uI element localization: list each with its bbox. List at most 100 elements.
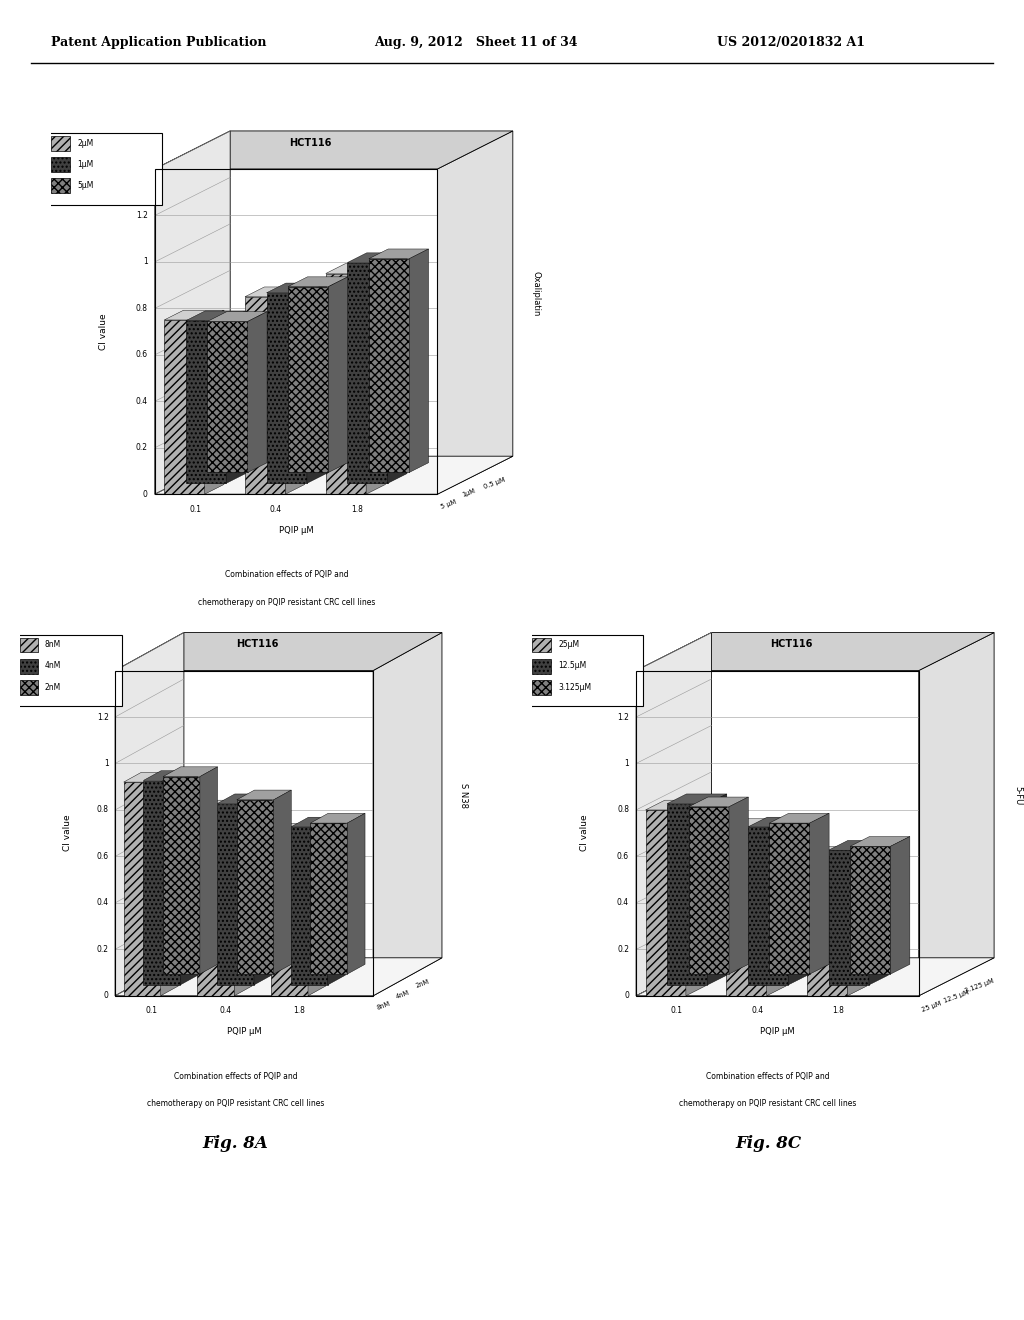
Text: 12.5μM: 12.5μM (558, 661, 587, 671)
Bar (51, 157, 70, 172)
Polygon shape (217, 793, 271, 804)
Polygon shape (410, 249, 429, 473)
Text: 0.6: 0.6 (616, 851, 629, 861)
Polygon shape (271, 824, 326, 833)
Polygon shape (124, 772, 178, 781)
Text: 1μM: 1μM (77, 160, 93, 169)
Polygon shape (437, 131, 513, 494)
Text: 1.8: 1.8 (294, 1006, 305, 1015)
FancyBboxPatch shape (44, 133, 162, 205)
Polygon shape (810, 813, 829, 974)
Polygon shape (161, 772, 178, 995)
Polygon shape (369, 259, 410, 473)
Text: 2nM: 2nM (44, 682, 60, 692)
Polygon shape (115, 632, 442, 671)
Polygon shape (807, 857, 848, 995)
Polygon shape (310, 813, 365, 824)
Text: chemotherapy on PQIP resistant CRC cell lines: chemotherapy on PQIP resistant CRC cell … (198, 598, 376, 607)
Polygon shape (164, 310, 224, 319)
Bar (532, 638, 551, 652)
Text: 12.5 μM: 12.5 μM (943, 989, 970, 1005)
Polygon shape (245, 297, 286, 494)
Text: chemotherapy on PQIP resistant CRC cell lines: chemotherapy on PQIP resistant CRC cell … (679, 1100, 857, 1109)
Text: chemotherapy on PQIP resistant CRC cell lines: chemotherapy on PQIP resistant CRC cell … (146, 1100, 325, 1109)
Polygon shape (307, 282, 327, 483)
Text: 0.4: 0.4 (752, 1006, 763, 1015)
Polygon shape (919, 632, 994, 995)
Polygon shape (850, 837, 910, 846)
Text: PQIP μM: PQIP μM (279, 525, 313, 535)
Text: Patent Application Publication: Patent Application Publication (51, 36, 266, 49)
Text: 1.2: 1.2 (136, 211, 147, 220)
Polygon shape (271, 833, 308, 995)
Text: Aug. 9, 2012   Sheet 11 of 34: Aug. 9, 2012 Sheet 11 of 34 (374, 36, 578, 49)
Polygon shape (207, 312, 267, 322)
Polygon shape (200, 767, 217, 974)
Text: 1.4: 1.4 (96, 667, 109, 675)
Polygon shape (688, 797, 749, 807)
Text: HCT116: HCT116 (236, 639, 279, 649)
Text: 1: 1 (625, 759, 629, 768)
Text: 8nM: 8nM (376, 1001, 390, 1011)
Polygon shape (828, 841, 888, 850)
Text: 0.4: 0.4 (96, 899, 109, 907)
Text: Combination effects of PQIP and: Combination effects of PQIP and (174, 1072, 297, 1081)
Text: 1.8: 1.8 (351, 504, 362, 513)
Text: PQIP μM: PQIP μM (226, 1027, 261, 1036)
Polygon shape (769, 824, 810, 974)
Polygon shape (636, 632, 994, 671)
Polygon shape (237, 791, 291, 800)
Polygon shape (163, 767, 217, 776)
Text: HCT116: HCT116 (289, 137, 332, 148)
Text: 0.2: 0.2 (617, 945, 629, 954)
Text: 0.6: 0.6 (135, 350, 147, 359)
Text: 4nM: 4nM (44, 661, 60, 671)
Polygon shape (788, 817, 808, 985)
Polygon shape (198, 800, 252, 810)
Text: CI value: CI value (98, 313, 108, 350)
Polygon shape (636, 632, 712, 995)
Polygon shape (326, 264, 385, 273)
Polygon shape (248, 312, 267, 473)
Polygon shape (291, 817, 345, 826)
Polygon shape (748, 817, 808, 826)
Polygon shape (115, 958, 442, 995)
Polygon shape (367, 264, 385, 494)
Polygon shape (667, 793, 727, 804)
Text: Combination effects of PQIP and: Combination effects of PQIP and (225, 570, 348, 579)
Text: 0.4: 0.4 (616, 899, 629, 907)
Text: 0.2: 0.2 (136, 444, 147, 453)
Polygon shape (807, 846, 866, 857)
Polygon shape (869, 841, 888, 985)
Text: 0.1: 0.1 (146, 1006, 158, 1015)
Polygon shape (329, 277, 348, 473)
Text: 0.2: 0.2 (96, 945, 109, 954)
Polygon shape (850, 846, 891, 974)
Text: S N38: S N38 (459, 783, 468, 808)
Polygon shape (155, 131, 230, 494)
Polygon shape (180, 771, 198, 985)
Polygon shape (155, 457, 513, 494)
Polygon shape (708, 793, 727, 985)
Text: CI value: CI value (63, 814, 73, 851)
Text: Oxaliplatin: Oxaliplatin (531, 271, 541, 317)
Polygon shape (237, 800, 273, 974)
Polygon shape (688, 807, 729, 974)
Polygon shape (767, 818, 786, 995)
Text: 0.8: 0.8 (617, 805, 629, 814)
Text: 1: 1 (143, 257, 147, 267)
Polygon shape (636, 958, 994, 995)
Polygon shape (686, 800, 706, 995)
Text: 25μM: 25μM (558, 640, 580, 649)
Text: 4nM: 4nM (395, 989, 411, 999)
Text: 1.4: 1.4 (617, 667, 629, 675)
Polygon shape (205, 310, 224, 494)
Polygon shape (245, 286, 305, 297)
Polygon shape (310, 824, 347, 974)
Text: 1.8: 1.8 (833, 1006, 844, 1015)
Polygon shape (369, 249, 429, 259)
Polygon shape (388, 253, 407, 483)
Polygon shape (115, 632, 184, 995)
Polygon shape (163, 776, 200, 974)
Text: 5 μM: 5 μM (440, 499, 457, 510)
